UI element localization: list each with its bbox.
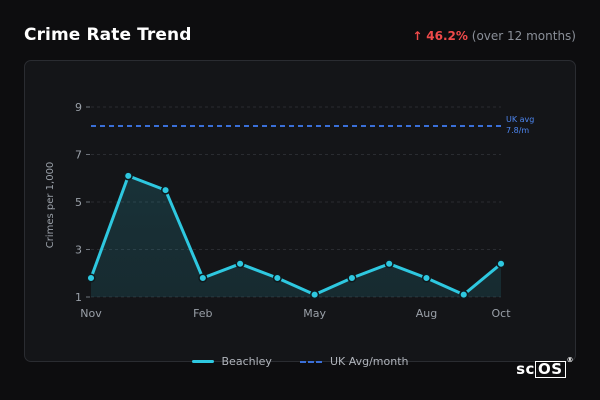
y-tick-label: 9 xyxy=(75,101,82,114)
data-point[interactable] xyxy=(160,185,171,195)
x-tick-label: May xyxy=(303,307,326,320)
legend-label-reference: UK Avg/month xyxy=(329,355,409,368)
change-indicator: ↑ 46.2% (over 12 months) xyxy=(412,29,576,43)
data-point[interactable] xyxy=(496,259,506,269)
data-point[interactable] xyxy=(347,273,357,283)
y-tick-label: 5 xyxy=(75,196,82,209)
change-period: (over 12 months) xyxy=(471,29,576,43)
uk-average-value-label: 7.8/m xyxy=(506,126,529,135)
legend-swatch-reference xyxy=(299,360,322,363)
series-line xyxy=(89,174,503,297)
x-axis: Nov Feb May Aug Oct xyxy=(80,307,511,320)
uk-average-label: UK avg xyxy=(506,115,534,124)
legend-swatch-series xyxy=(191,360,214,363)
data-point[interactable] xyxy=(198,273,208,283)
chart-title: Crime Rate Trend xyxy=(24,25,192,45)
x-tick-label: Nov xyxy=(80,307,102,320)
y-tick-label: 3 xyxy=(75,244,82,257)
y-axis-label: Crimes per 1,000 xyxy=(45,162,56,249)
legend: Beachley UK Avg/month xyxy=(0,355,600,368)
legend-label-series: Beachley xyxy=(221,355,272,368)
brand-logo: sc OS ® xyxy=(516,356,574,378)
series-area xyxy=(91,175,501,297)
data-point[interactable] xyxy=(235,259,245,269)
data-point[interactable] xyxy=(86,273,96,283)
y-tick-label: 1 xyxy=(75,291,82,304)
series-points xyxy=(86,171,506,300)
data-point[interactable] xyxy=(384,259,394,269)
legend-item-series[interactable]: Beachley xyxy=(191,355,272,368)
data-point[interactable] xyxy=(310,290,320,300)
x-tick-label: Aug xyxy=(416,307,437,320)
y-axis: 1 3 5 7 9 xyxy=(75,101,90,304)
change-percentage: 46.2% xyxy=(426,29,468,43)
legend-item-reference[interactable]: UK Avg/month xyxy=(299,355,409,368)
data-point[interactable] xyxy=(421,273,432,283)
x-tick-label: Feb xyxy=(193,307,212,320)
data-point[interactable] xyxy=(459,290,469,300)
data-point[interactable] xyxy=(123,171,133,181)
x-tick-label: Oct xyxy=(491,307,511,320)
up-arrow-icon: ↑ xyxy=(412,29,423,43)
y-tick-label: 7 xyxy=(75,149,82,162)
data-point[interactable] xyxy=(272,273,282,283)
